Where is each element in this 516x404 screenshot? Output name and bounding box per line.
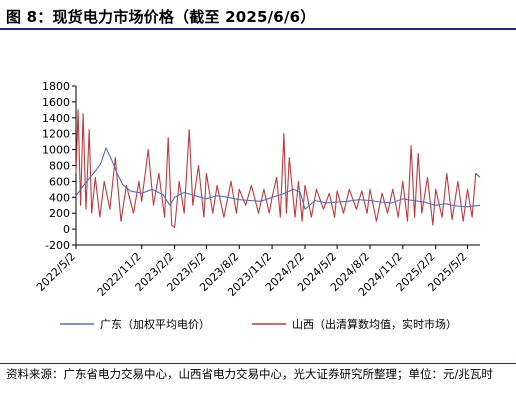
y-tick-label: 1800	[42, 80, 70, 93]
legend-label: 山西（出清算数均值，实时市场）	[292, 317, 457, 331]
y-tick-label: 0	[63, 223, 70, 236]
y-tick-label: 1400	[42, 112, 70, 125]
y-tick-label: 1200	[42, 128, 70, 141]
line-chart: -200 0 200 400 600 800 1000 1200 1400 1600 1800 20…	[34, 80, 481, 331]
series-layer	[75, 109, 481, 229]
y-axis: -200 0 200 400 600 800 1000 1200 1400 1600 1800	[42, 80, 77, 252]
y-tick-label: 200	[49, 207, 70, 220]
y-tick-label: 600	[49, 175, 70, 188]
source-note: 资料来源：广东省电力交易中心，山西省电力交易中心，光大证券研究所整理；单位：元/…	[6, 367, 493, 381]
title-divider	[0, 28, 516, 30]
x-axis: 2022/5/2 2022/11/22023/2/22023/5/22023/8/…	[34, 244, 480, 299]
x-tick-label: 2022/11/2	[95, 250, 144, 299]
series-line-shanxi	[75, 109, 481, 229]
y-tick-label: 800	[49, 160, 70, 173]
y-tick-label: 1000	[42, 144, 70, 157]
legend: 广东（加权平均电价） 山西（出清算数均值，实时市场）	[60, 317, 457, 331]
y-tick-label: 400	[49, 191, 70, 204]
chart-title: 图 8：现货电力市场价格（截至 2025/6/6）	[6, 8, 316, 26]
y-tick-label: 1600	[42, 96, 70, 109]
x-tick-label: 2022/5/2	[34, 250, 78, 294]
legend-label: 广东（加权平均电价）	[100, 318, 210, 331]
series-line-guangdong	[75, 147, 481, 210]
source-divider	[0, 363, 516, 364]
y-tick-label: -200	[45, 239, 70, 252]
